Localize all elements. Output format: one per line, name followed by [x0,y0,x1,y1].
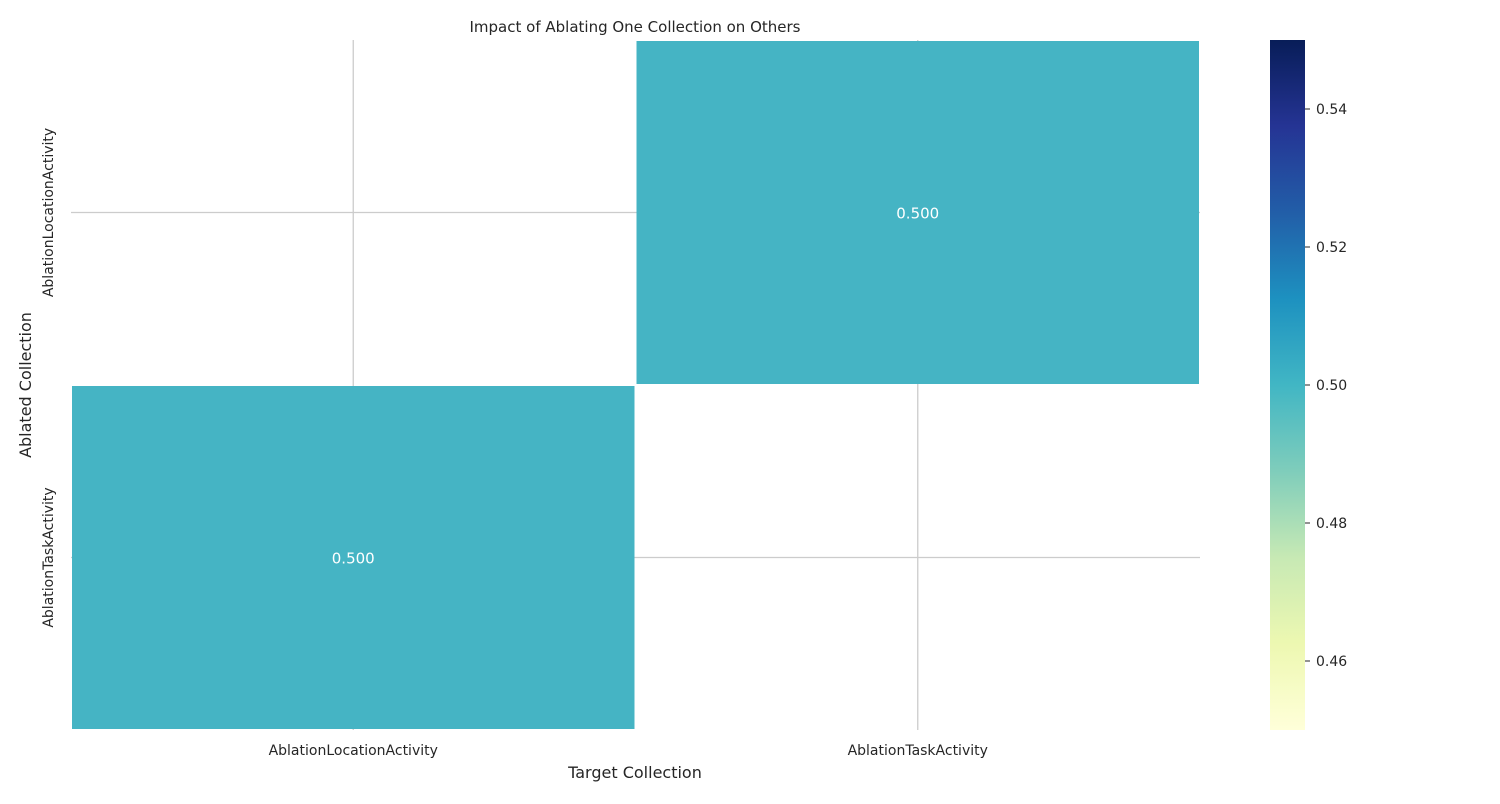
cell-value-label: 0.500 [332,550,375,568]
x-tick-label: AblationTaskActivity [848,743,988,759]
y-tick-labels: AblationLocationActivity AblationTaskActi… [41,128,57,628]
colorbar-ticks: 0.46 0.48 0.50 0.52 0.54 [1305,102,1347,670]
y-axis-label: Ablated Collection [16,312,35,458]
colorbar-tick-label: 0.46 [1316,654,1347,670]
x-tick-labels: AblationLocationActivity AblationTaskActi… [269,743,988,759]
colorbar-tick-label: 0.48 [1316,516,1347,532]
y-tick-label: AblationLocationActivity [41,128,57,297]
cell-value-label: 0.500 [896,205,939,223]
x-axis-label: Target Collection [567,763,702,782]
heatmap-cell [636,41,1199,384]
x-tick-label: AblationLocationActivity [269,743,438,759]
cell-labels: 0.500 0.500 [332,205,939,568]
colorbar-tick-label: 0.54 [1316,102,1347,118]
heatmap-cell [72,386,635,729]
colorbar [1270,40,1305,730]
y-tick-label: AblationTaskActivity [41,487,57,627]
chart-title: Impact of Ablating One Collection on Oth… [470,18,801,36]
colorbar-tick-label: 0.52 [1316,240,1347,256]
heatmap-cells [72,41,1199,729]
colorbar-tick-label: 0.50 [1316,378,1347,394]
